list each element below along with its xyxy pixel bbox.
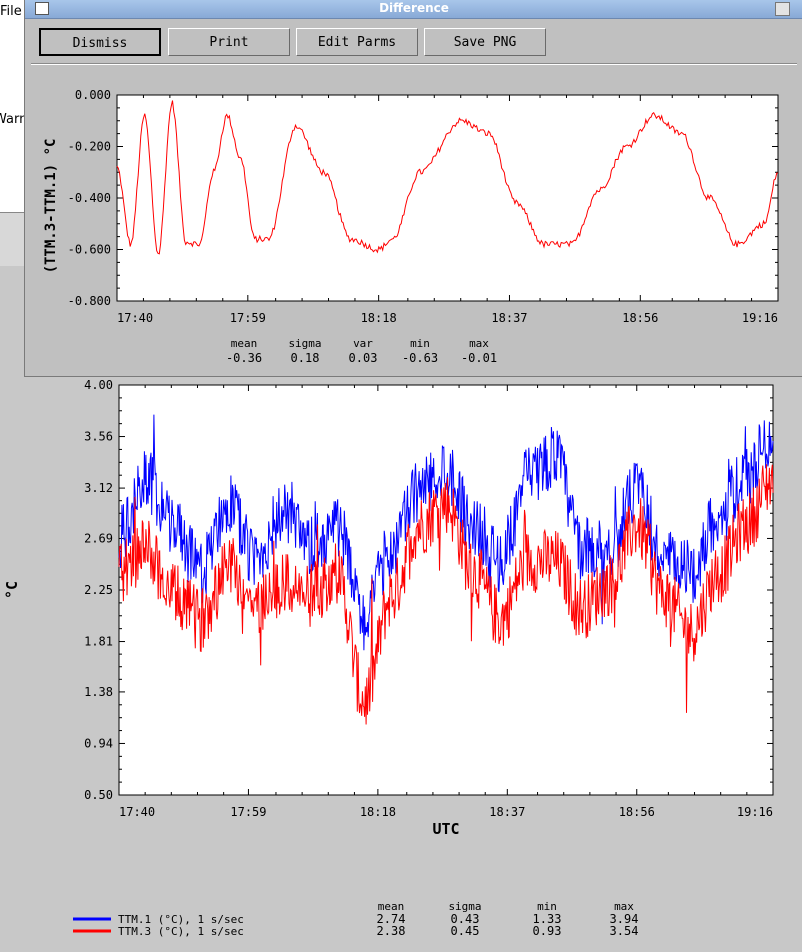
stat-value: 1.33: [533, 912, 562, 926]
minimize-icon[interactable]: [775, 2, 790, 16]
stat-value: 2.74: [377, 912, 406, 926]
stat-value: 3.54: [610, 924, 639, 938]
stat-header: sigma: [448, 900, 481, 913]
stat-header: min: [410, 337, 430, 350]
x-tick-label: 17:40: [117, 311, 153, 325]
x-tick-label: 18:37: [489, 805, 525, 819]
stat-value: 3.94: [610, 912, 639, 926]
x-tick-label: 17:59: [230, 805, 266, 819]
y-tick-label: 4.00: [84, 378, 113, 392]
stat-value: -0.36: [226, 351, 262, 365]
window-menu-icon[interactable]: [35, 2, 49, 15]
dialog-titlebar[interactable]: Difference: [25, 0, 802, 19]
y-axis-label: (TTM.3-TTM.1) °C: [43, 139, 59, 274]
series-line-1: [118, 414, 774, 651]
x-tick-label: 18:37: [491, 311, 527, 325]
series-line-1: [116, 100, 778, 255]
print-button[interactable]: Print: [168, 28, 290, 56]
y-tick-label: 1.38: [84, 685, 113, 699]
y-tick-label: -0.400: [68, 191, 111, 205]
y-tick-label: -0.800: [68, 294, 111, 308]
difference-dialog: Difference Dismiss Print Edit Parms Save…: [24, 0, 802, 377]
y-tick-label: 0.000: [75, 88, 111, 102]
stat-value: 0.93: [533, 924, 562, 938]
x-tick-label: 19:16: [742, 311, 778, 325]
save-png-button[interactable]: Save PNG: [424, 28, 546, 56]
x-tick-label: 17:40: [119, 805, 155, 819]
stat-header: sigma: [288, 337, 321, 350]
y-tick-label: -0.600: [68, 243, 111, 257]
x-tick-label: 19:16: [737, 805, 773, 819]
y-tick-label: -0.200: [68, 140, 111, 154]
button-separator: [31, 63, 797, 65]
y-tick-label: 2.25: [84, 583, 113, 597]
stat-header: var: [353, 337, 373, 350]
stat-value: 2.38: [377, 924, 406, 938]
y-tick-label: 0.50: [84, 788, 113, 802]
y-tick-label: 3.56: [84, 430, 113, 444]
x-tick-label: 18:18: [361, 311, 397, 325]
x-tick-label: 18:18: [360, 805, 396, 819]
dialog-title: Difference: [379, 1, 449, 15]
plot-area: [116, 94, 779, 302]
stat-value: -0.01: [461, 351, 497, 365]
dismiss-button[interactable]: Dismiss: [39, 28, 161, 56]
stat-value: -0.63: [402, 351, 438, 365]
stat-value: 0.43: [451, 912, 480, 926]
y-axis-label: °C: [3, 581, 21, 599]
series-line-2: [118, 464, 774, 725]
stat-header: mean: [231, 337, 258, 350]
x-axis-label: UTC: [432, 820, 459, 838]
legend-label: TTM.3 (°C), 1 s/sec: [118, 925, 244, 938]
stat-header: min: [537, 900, 557, 913]
stat-header: max: [469, 337, 489, 350]
stat-value: 0.45: [451, 924, 480, 938]
stat-value: 0.03: [349, 351, 378, 365]
stat-header: mean: [378, 900, 405, 913]
x-tick-label: 18:56: [622, 311, 658, 325]
background-file-menu[interactable]: File: [0, 4, 22, 19]
stat-value: 0.18: [291, 351, 320, 365]
stat-header: max: [614, 900, 634, 913]
x-tick-label: 17:59: [230, 311, 266, 325]
x-tick-label: 18:56: [619, 805, 655, 819]
edit-parms-button[interactable]: Edit Parms: [296, 28, 418, 56]
y-tick-label: 2.69: [84, 531, 113, 545]
background-warn-text: Warn: [0, 112, 28, 127]
legend-label: TTM.1 (°C), 1 s/sec: [118, 913, 244, 926]
y-tick-label: 1.81: [84, 635, 113, 649]
y-tick-label: 3.12: [84, 481, 113, 495]
y-tick-label: 0.94: [84, 736, 113, 750]
difference-plot: 0.000 -0.200 -0.400 -0.600 -0.800 17:40 17:59 1…: [43, 88, 779, 365]
